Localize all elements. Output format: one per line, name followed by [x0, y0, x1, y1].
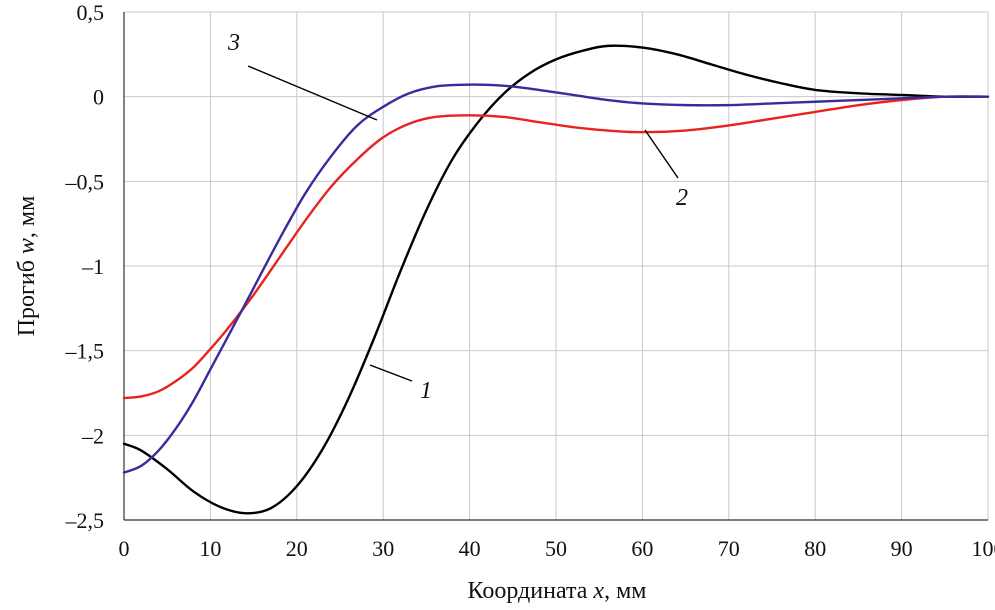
annotation-leader-3 — [247, 65, 378, 121]
x-tick-label: 30 — [372, 536, 394, 561]
series-group — [122, 44, 990, 515]
annotation-label-2: 2 — [676, 185, 688, 211]
y-tick-label: 0,5 — [77, 0, 105, 25]
x-tick-label: 10 — [199, 536, 221, 561]
y-tick-label: –0,5 — [65, 169, 105, 194]
series-line-1 — [122, 44, 990, 515]
annotation-leader-2 — [644, 129, 679, 179]
x-tick-label: 40 — [459, 536, 481, 561]
x-tick-label: 100 — [972, 536, 995, 561]
y-tick-label: –1 — [81, 254, 104, 279]
x-tick-label: 80 — [804, 536, 826, 561]
x-tick-label: 0 — [119, 536, 130, 561]
x-tick-label: 70 — [718, 536, 740, 561]
x-tick-label: 20 — [286, 536, 308, 561]
x-tick-label: 50 — [545, 536, 567, 561]
series-line-3 — [122, 83, 990, 474]
x-tick-label: 60 — [631, 536, 653, 561]
y-tick-label: 0 — [93, 85, 104, 110]
annotation-label-1: 1 — [420, 378, 432, 404]
x-tick-label: 90 — [891, 536, 913, 561]
axes: 0 10 20 30 40 50 60 70 80 90 100 0,5 0 –0,5 –1 –1,5 –2 –2… — [65, 0, 995, 561]
axis-titles: Координата x, мм Прогиб w, мм — [14, 196, 646, 604]
y-axis-title: Прогиб w, мм — [14, 196, 40, 337]
annotation-label-3: 3 — [227, 30, 240, 56]
y-tick-label: –1,5 — [65, 339, 105, 364]
x-axis-title: Координата x, мм — [468, 578, 647, 604]
grid — [124, 11, 989, 520]
annotation-leader-1 — [369, 364, 413, 382]
series-line-2 — [122, 95, 990, 400]
y-tick-label: –2,5 — [65, 508, 105, 533]
y-tick-label: –2 — [81, 423, 104, 448]
annotations: 1 2 3 — [227, 30, 688, 404]
